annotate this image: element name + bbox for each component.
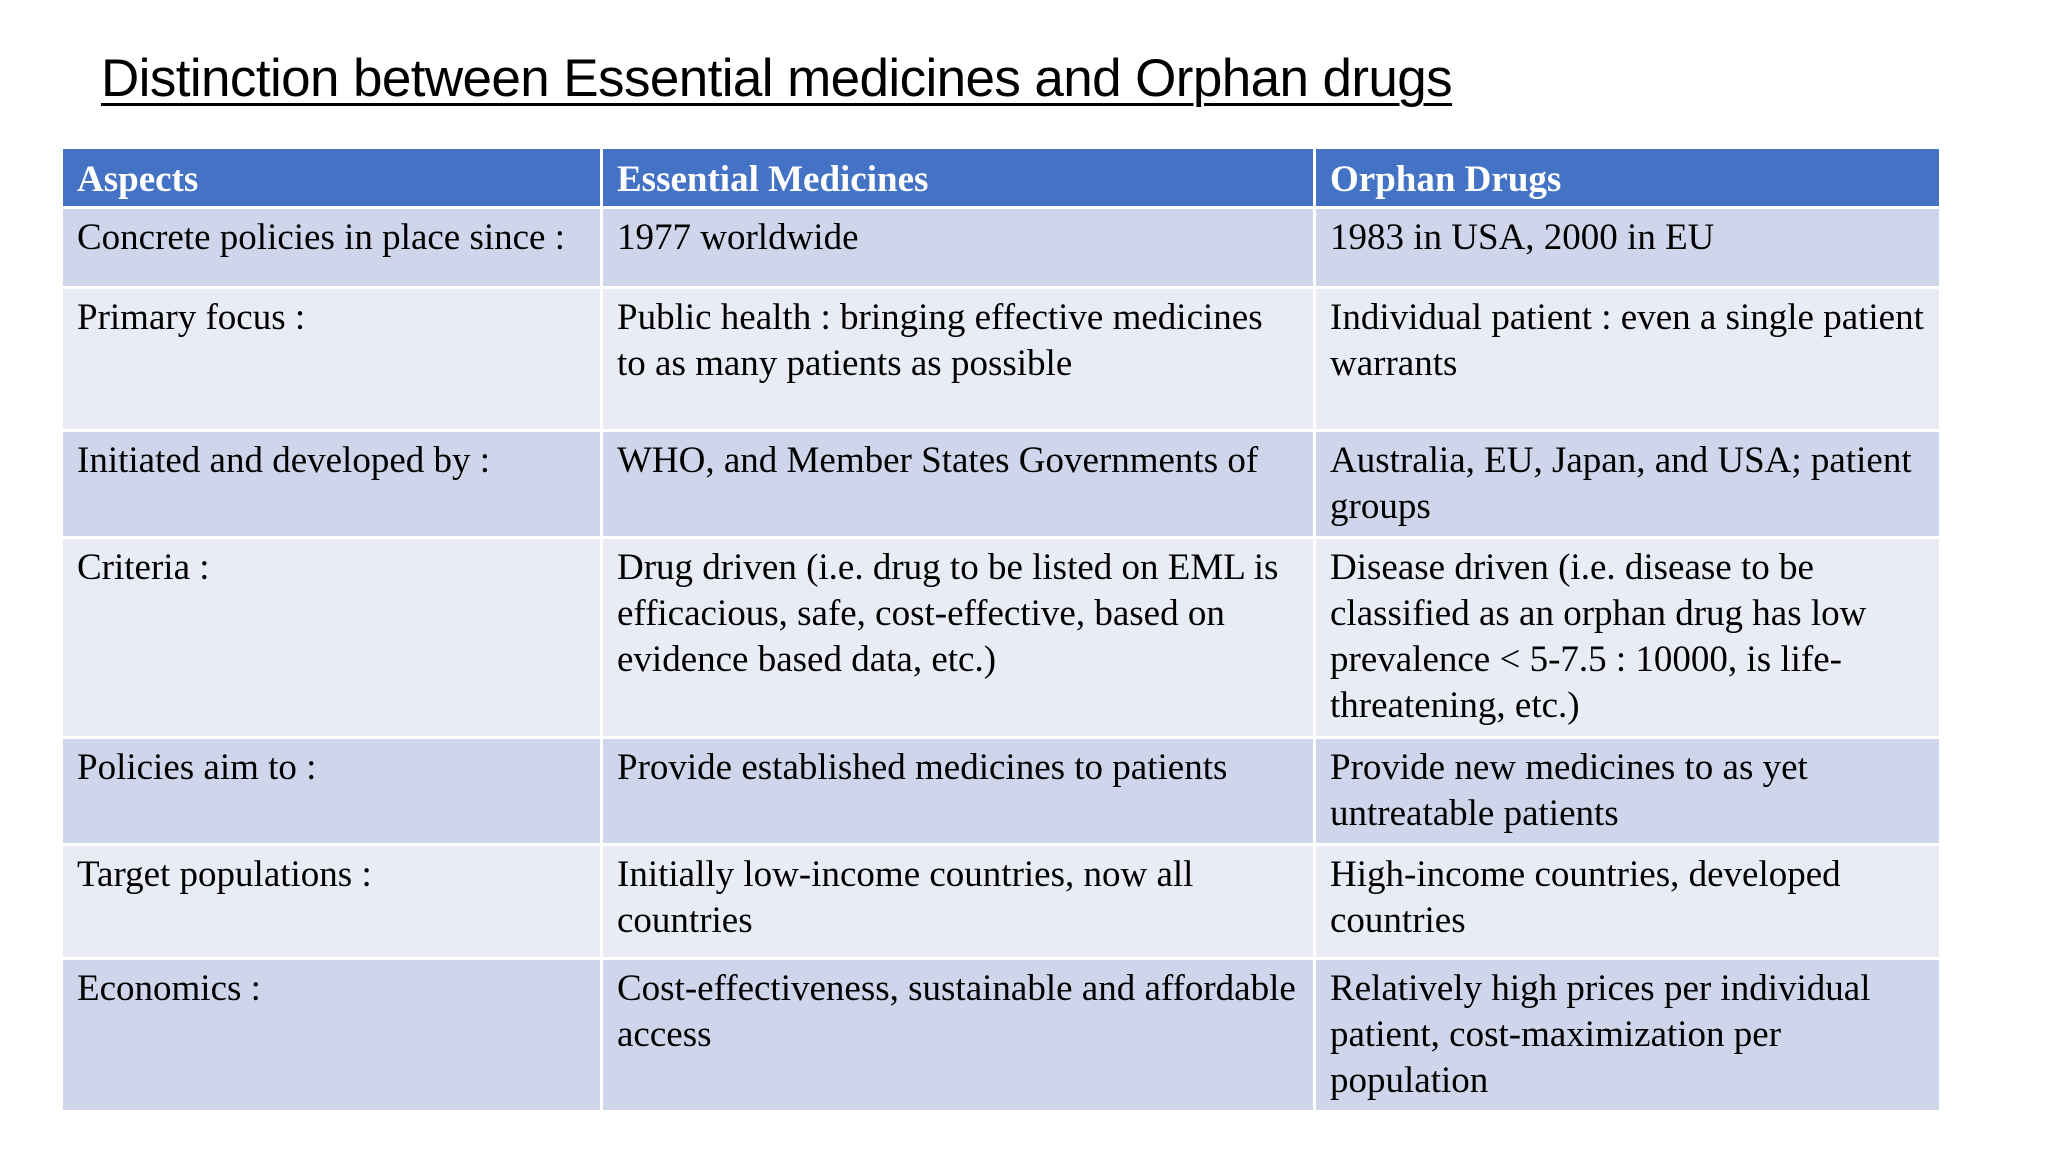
essential-cell: Public health : bringing effective medic… [600,286,1316,432]
aspect-cell: Economics : [60,957,603,1113]
table-row: Concrete policies in place since : 1977 … [60,206,1942,289]
orphan-cell: High-income countries, developed countri… [1313,843,1942,960]
essential-cell: Initially low-income countries, now all … [600,843,1316,960]
aspect-cell: Criteria : [60,536,603,739]
aspect-cell: Primary focus : [60,286,603,432]
aspect-cell: Initiated and developed by : [60,429,603,539]
orphan-cell: 1983 in USA, 2000 in EU [1313,206,1942,289]
comparison-table: Aspects Essential Medicines Orphan Drugs… [60,146,1942,1113]
slide-title: Distinction between Essential medicines … [101,49,1453,108]
aspect-cell: Concrete policies in place since : [60,206,603,289]
table-row: Initiated and developed by : WHO, and Me… [60,429,1942,539]
table-header-row: Aspects Essential Medicines Orphan Drugs [60,146,1942,209]
table-row: Criteria : Drug driven (i.e. drug to be … [60,536,1942,739]
essential-cell: Drug driven (i.e. drug to be listed on E… [600,536,1316,739]
header-orphan-drugs: Orphan Drugs [1313,146,1942,209]
orphan-cell: Australia, EU, Japan, and USA; patient g… [1313,429,1942,539]
orphan-cell: Individual patient : even a single patie… [1313,286,1942,432]
aspect-cell: Target populations : [60,843,603,960]
essential-cell: Provide established medicines to patient… [600,736,1316,846]
essential-cell: 1977 worldwide [600,206,1316,289]
essential-cell: WHO, and Member States Governments of [600,429,1316,539]
orphan-cell: Disease driven (i.e. disease to be class… [1313,536,1942,739]
essential-cell: Cost-effectiveness, sustainable and affo… [600,957,1316,1113]
orphan-cell: Provide new medicines to as yet untreata… [1313,736,1942,846]
table-row: Policies aim to : Provide established me… [60,736,1942,846]
orphan-cell: Relatively high prices per individual pa… [1313,957,1942,1113]
table-row: Target populations : Initially low-incom… [60,843,1942,960]
table-row: Primary focus : Public health : bringing… [60,286,1942,432]
aspect-cell: Policies aim to : [60,736,603,846]
header-aspects: Aspects [60,146,603,209]
table-row: Economics : Cost-effectiveness, sustaina… [60,957,1942,1113]
header-essential-medicines: Essential Medicines [600,146,1316,209]
